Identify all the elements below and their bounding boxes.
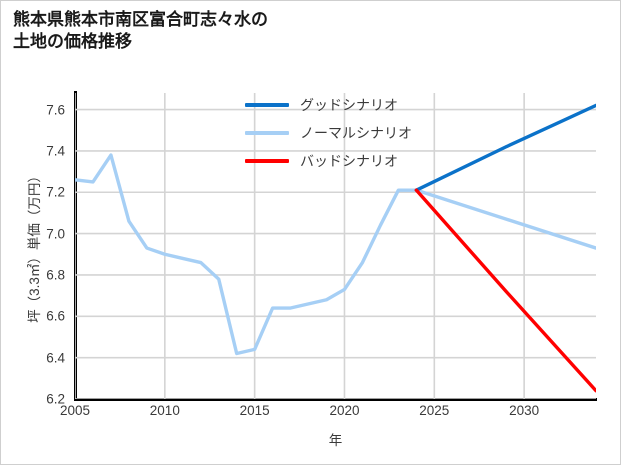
y-tick-label: 7.4 bbox=[46, 143, 65, 159]
y-tick-label: 6.6 bbox=[46, 308, 65, 324]
legend-color-swatch bbox=[245, 103, 289, 107]
series-line bbox=[75, 153, 596, 356]
page-title: 熊本県熊本市南区富合町志々水の 土地の価格推移 bbox=[13, 10, 268, 52]
legend-label: ノーマルシナリオ bbox=[300, 125, 412, 141]
y-tick-label: 6.8 bbox=[46, 267, 65, 283]
x-tick-label: 2015 bbox=[239, 403, 270, 418]
legend-color-swatch bbox=[245, 159, 289, 163]
legend-label: バッドシナリオ bbox=[300, 153, 398, 169]
legend-item[interactable]: バッドシナリオ bbox=[245, 149, 455, 173]
gridlines bbox=[75, 93, 596, 399]
y-tick-label: 6.4 bbox=[46, 350, 65, 366]
series-line bbox=[414, 188, 596, 393]
x-tick-label: 2010 bbox=[149, 403, 180, 418]
y-tick-label: 6.2 bbox=[46, 391, 65, 407]
chart-legend: グッドシナリオ ノーマルシナリオ バッドシナリオ bbox=[245, 93, 455, 177]
series-line bbox=[414, 103, 596, 192]
y-tick-label: 7.6 bbox=[46, 102, 65, 118]
chart-canvas bbox=[75, 93, 596, 399]
x-tick-label: 2030 bbox=[509, 403, 540, 418]
legend-item[interactable]: グッドシナリオ bbox=[245, 93, 455, 117]
y-tick-label: 7.2 bbox=[46, 184, 65, 200]
data-series bbox=[75, 103, 596, 393]
x-tick-label: 2020 bbox=[329, 403, 360, 418]
legend-item[interactable]: ノーマルシナリオ bbox=[245, 121, 455, 145]
x-axis-line bbox=[74, 398, 597, 401]
legend-label: グッドシナリオ bbox=[300, 97, 398, 113]
plot-area bbox=[75, 93, 596, 399]
y-tick-label: 7.0 bbox=[46, 226, 65, 242]
x-axis-label: 年 bbox=[328, 433, 343, 448]
legend-color-swatch bbox=[245, 131, 289, 135]
x-tick-label: 2025 bbox=[419, 403, 450, 418]
x-tick-label: 2005 bbox=[59, 403, 91, 418]
